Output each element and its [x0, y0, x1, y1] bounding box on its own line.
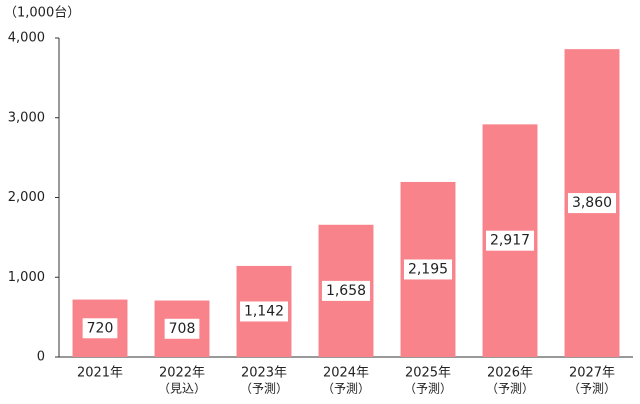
x-tick-label: 2026年 — [487, 366, 533, 381]
x-tick-label: 2024年 — [323, 366, 369, 381]
x-tick-note: （予測） — [486, 382, 534, 396]
x-tick-label: 2021年 — [77, 366, 123, 381]
value-label: 708 — [169, 321, 196, 337]
value-label-box — [164, 318, 200, 339]
x-tick-label: 2023年 — [241, 366, 287, 381]
value-label: 3,860 — [572, 195, 612, 211]
value-label-box — [403, 259, 453, 280]
value-label: 2,917 — [490, 233, 530, 249]
y-tick-label: 1,000 — [8, 270, 45, 285]
x-tick-note: （予測） — [240, 382, 288, 396]
value-label: 720 — [87, 320, 114, 336]
y-tick-label: 3,000 — [8, 110, 45, 125]
x-tick-label: 2025年 — [405, 366, 451, 381]
value-label-box — [321, 280, 371, 301]
unit-label: （1,000台） — [4, 6, 80, 21]
value-label-box — [485, 230, 535, 251]
value-label: 1,142 — [244, 303, 284, 319]
value-label-box — [239, 301, 289, 322]
x-tick-note: （予測） — [568, 382, 616, 396]
value-label-box — [567, 193, 617, 214]
x-tick-label: 2027年 — [569, 366, 615, 381]
value-label: 1,658 — [326, 283, 366, 299]
x-tick-note: （予測） — [404, 382, 452, 396]
y-tick-label: 4,000 — [8, 31, 45, 46]
x-tick-note: （予測） — [322, 382, 370, 396]
y-tick-label: 2,000 — [8, 190, 45, 205]
value-label: 2,195 — [408, 261, 448, 277]
y-tick-label: 0 — [37, 350, 45, 365]
x-tick-label: 2022年 — [159, 366, 205, 381]
value-label-box — [82, 318, 118, 339]
x-tick-note: （見込） — [158, 382, 206, 396]
